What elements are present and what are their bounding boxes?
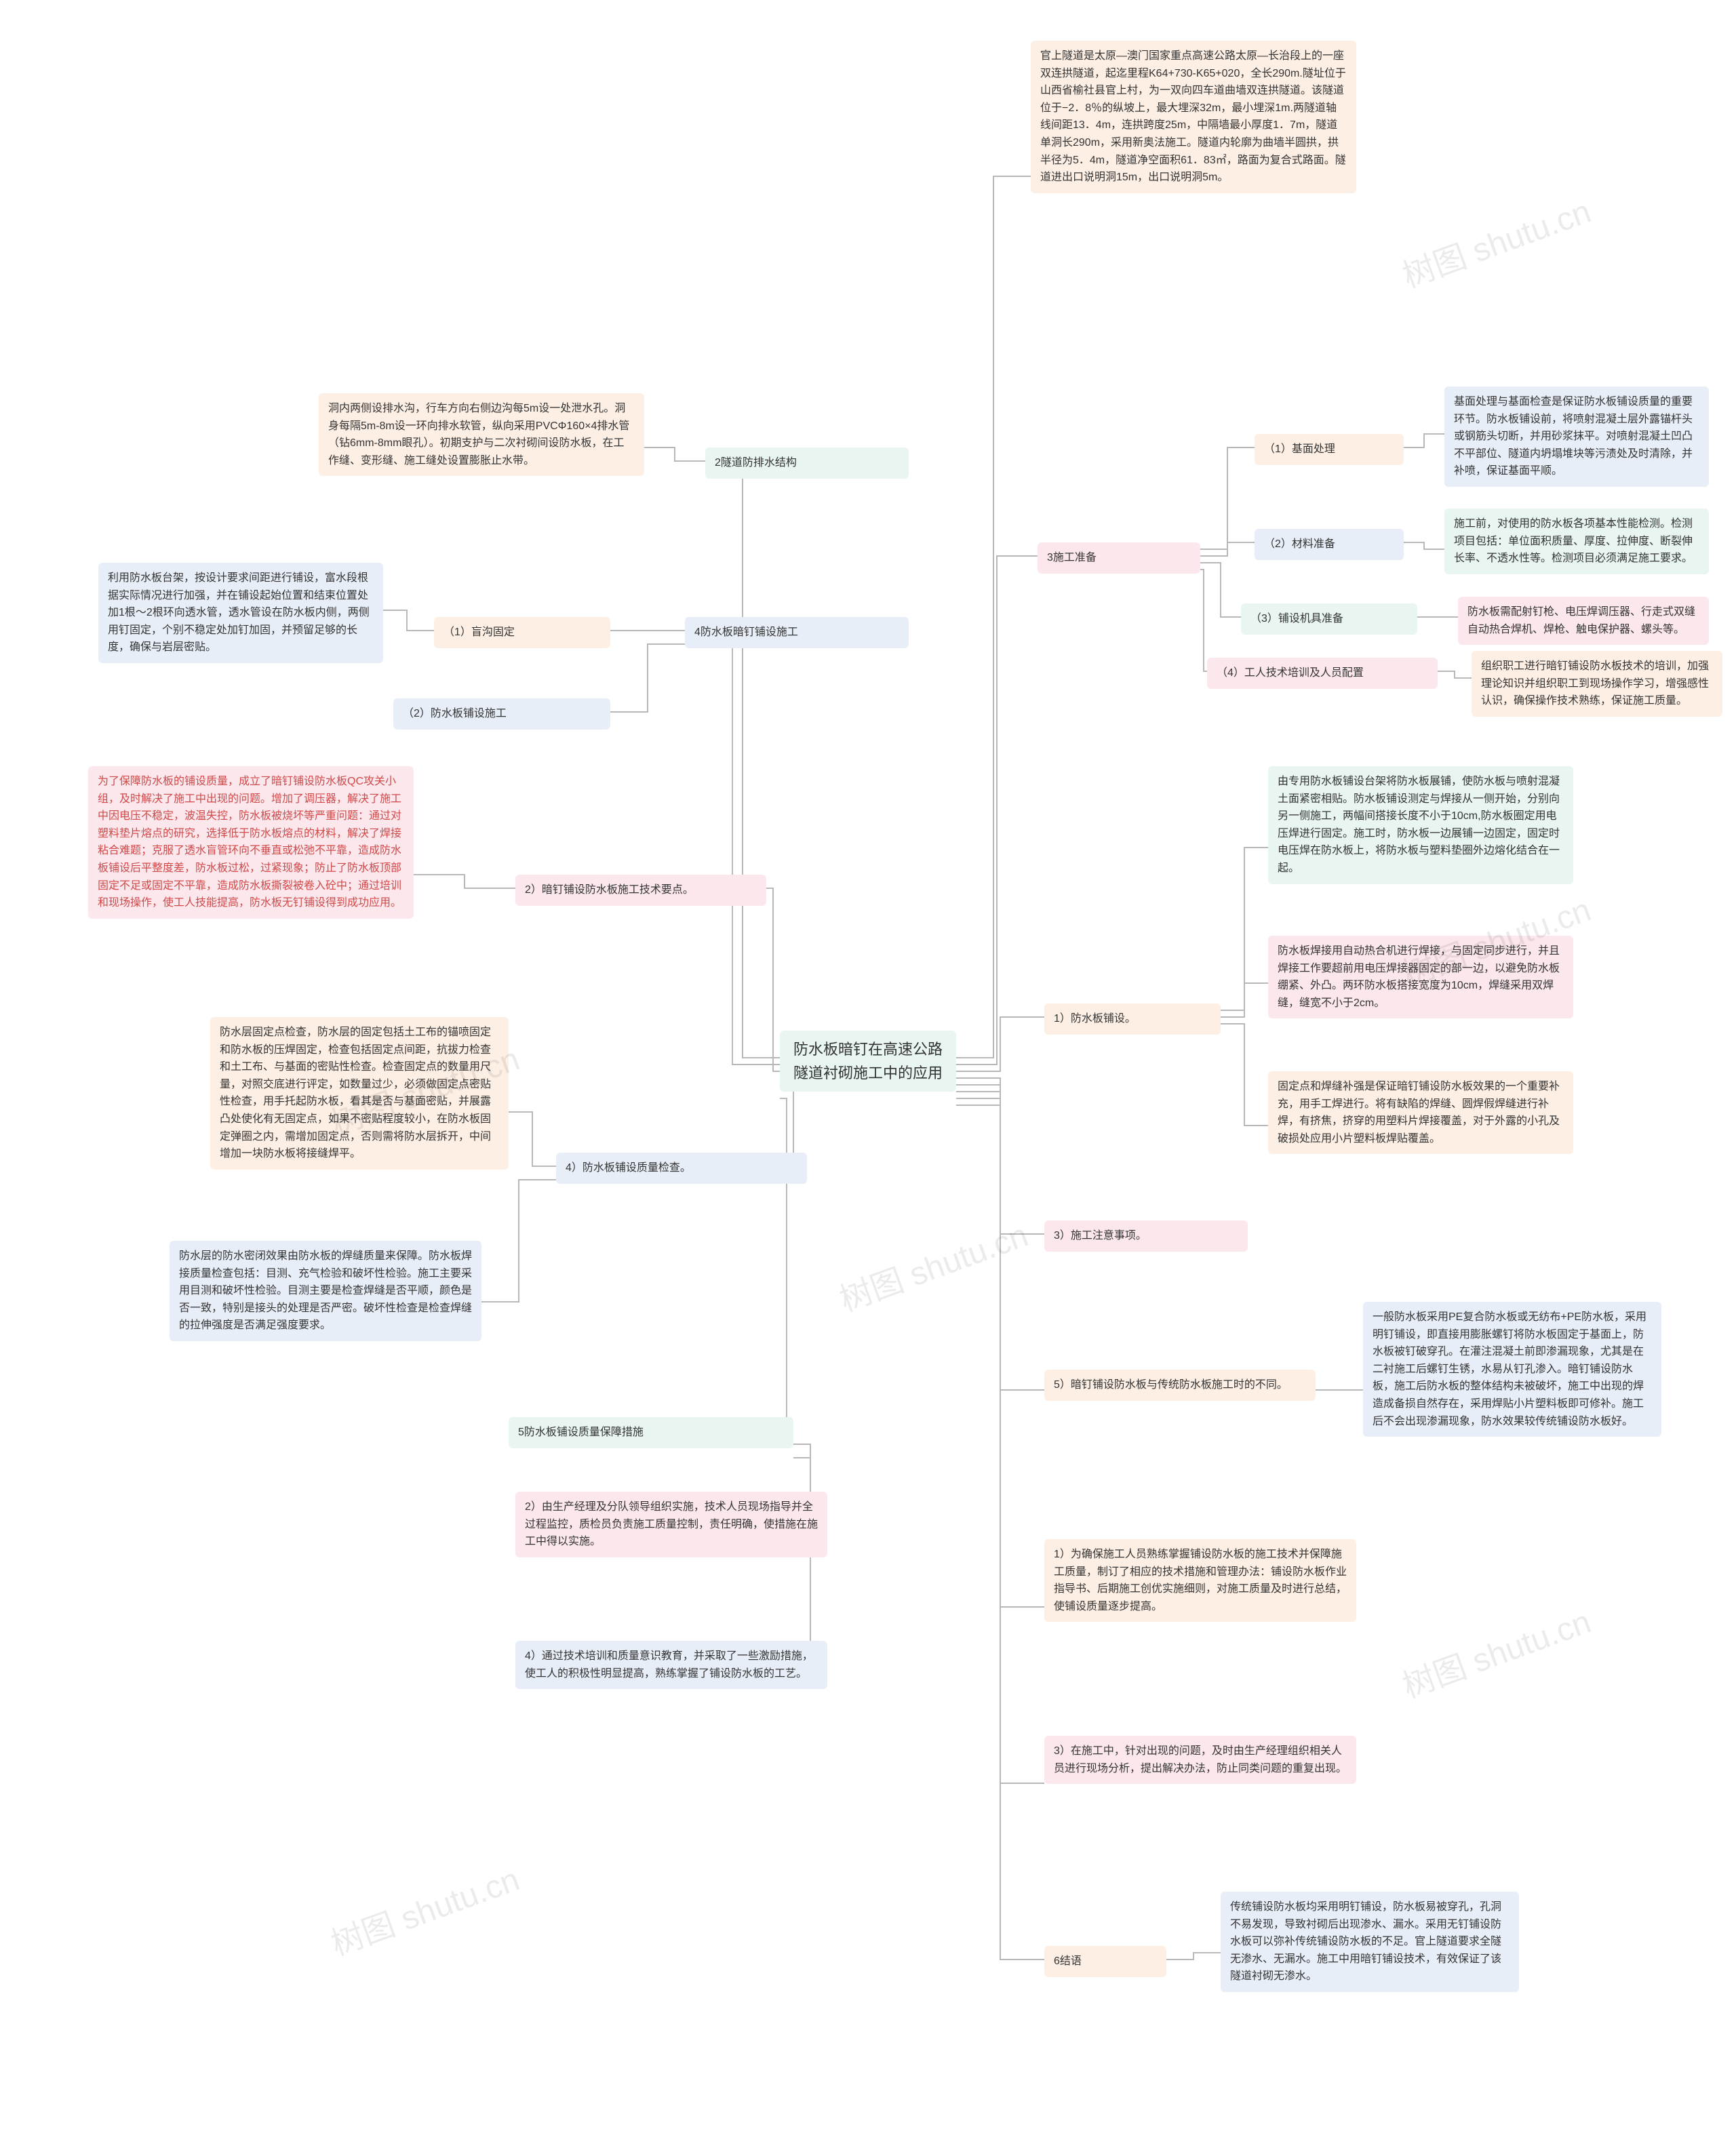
connector bbox=[956, 176, 1031, 1058]
connector bbox=[1221, 1024, 1268, 1126]
connector bbox=[1166, 1953, 1221, 1960]
node-b4_1: （1）盲沟固定 bbox=[434, 617, 610, 648]
connector bbox=[509, 1112, 556, 1166]
node-b3_4: （4）工人技术培训及人员配置 bbox=[1207, 658, 1438, 689]
node-b3_3: （3）铺设机具准备 bbox=[1241, 603, 1417, 635]
node-b5_4: 4）通过技术培训和质量意识教育，并采取了一些激励措施，使工人的积极性明显提高，熟… bbox=[515, 1641, 827, 1689]
node-b6_d: 传统铺设防水板均采用明钉铺设，防水板易被穿孔，孔洞不易发现，导致衬砌后出现渗水、… bbox=[1221, 1892, 1519, 1992]
connector bbox=[1200, 542, 1255, 556]
connector bbox=[1200, 447, 1255, 549]
connector bbox=[956, 1085, 1044, 1390]
node-r_m1: 1）为确保施工人员熟练掌握铺设防水板的施工技术并保障施工质量，制订了相应的技术措… bbox=[1044, 1539, 1356, 1622]
connector bbox=[956, 1098, 1044, 1783]
node-b4_1_detail: 利用防水板台架，按设计要求间距进行铺设，富水段根据实际情况进行加强，并在铺设起始… bbox=[98, 563, 383, 663]
node-b4chk_a: 防水层固定点检查，防水层的固定包括土工布的锚喷固定和防水板的压焊固定，检查包括固… bbox=[210, 1017, 509, 1170]
node-r3: 3）施工注意事项。 bbox=[1044, 1220, 1248, 1252]
connector bbox=[610, 644, 685, 712]
node-b4_2: （2）防水板铺设施工 bbox=[393, 698, 610, 730]
connector bbox=[956, 556, 1038, 1065]
watermark-5: 树图 shutu.cn bbox=[323, 1852, 525, 1964]
node-r1_b: 防水板焊接用自动热合机进行焊接，与固定同步进行，并且焊接工作要超前用电压焊接器固… bbox=[1268, 936, 1573, 1018]
node-b4: 4防水板暗钉铺设施工 bbox=[685, 617, 909, 648]
connector bbox=[1404, 542, 1444, 549]
node-b3_1_d: 基面处理与基面检查是保证防水板铺设质量的重要环节。防水板铺设前，将喷射混凝土层外… bbox=[1444, 386, 1709, 487]
node-r_m3: 3）在施工中，针对出现的问题，及时由生产经理组织相关人员进行现场分析，提出解决办… bbox=[1044, 1736, 1356, 1784]
connector bbox=[956, 1017, 1044, 1071]
watermark-0: 树图 shutu.cn bbox=[1395, 184, 1596, 296]
node-r5_d: 一般防水板采用PE复合防水板或无纺布+PE防水板，采用明钉铺设，即直接用膨胀螺钉… bbox=[1363, 1302, 1661, 1437]
connector bbox=[956, 1078, 1044, 1234]
node-b6: 6结语 bbox=[1044, 1946, 1166, 1977]
node-b5: 5防水板铺设质量保障措施 bbox=[509, 1417, 793, 1448]
connector bbox=[1404, 434, 1444, 447]
node-b2qc_detail: 为了保障防水板的铺设质量，成立了暗钉铺设防水板QC攻关小组，及时解决了施工中出现… bbox=[88, 766, 414, 919]
node-b3: 3施工准备 bbox=[1038, 542, 1200, 574]
connector bbox=[383, 610, 434, 631]
connector bbox=[644, 447, 705, 461]
node-r1: 1）防水板铺设。 bbox=[1044, 1003, 1221, 1035]
connector bbox=[1221, 848, 1268, 1010]
node-b3_2: （2）材料准备 bbox=[1255, 529, 1404, 560]
node-b5_2: 2）由生产经理及分队领导组织实施，技术人员现场指导并全过程监控，质检员负责施工质… bbox=[515, 1492, 827, 1557]
node-b2qc_label: 2）暗钉铺设防水板施工技术要点。 bbox=[515, 875, 766, 906]
node-b4chk_b: 防水层的防水密闭效果由防水板的焊缝质量来保障。防水板焊接质量检查包括：目测、充气… bbox=[170, 1241, 481, 1341]
connector bbox=[956, 1092, 1044, 1607]
node-r1_c: 固定点和焊缝补强是保证暗钉铺设防水板效果的一个重要补充，用手工焊进行。将有缺陷的… bbox=[1268, 1071, 1573, 1154]
connector bbox=[956, 1105, 1044, 1960]
connector bbox=[705, 461, 780, 1058]
watermark-4: 树图 shutu.cn bbox=[1395, 1595, 1596, 1707]
connector bbox=[1438, 671, 1472, 678]
node-b3_2_d: 施工前，对使用的防水板各项基本性能检测。检测项目包括：单位面积质量、厚度、拉伸度… bbox=[1444, 509, 1709, 574]
node-b2_detail: 洞内两侧设排水沟，行车方向右侧边沟每5m设一处泄水孔。洞身每隔5m-8m设一环向… bbox=[319, 393, 644, 476]
node-intro: 官上隧道是太原—澳门国家重点高速公路太原—长治段上的一座双连拱隧道，起迄里程K6… bbox=[1031, 41, 1356, 193]
connector bbox=[1200, 570, 1207, 671]
connector bbox=[780, 1098, 793, 1431]
connector bbox=[685, 631, 780, 1065]
connector bbox=[481, 1180, 556, 1302]
node-b4chk: 4）防水板铺设质量检查。 bbox=[556, 1153, 807, 1184]
connector bbox=[414, 875, 515, 888]
node-b3_4_d: 组织职工进行暗钉铺设防水板技术的培训，加强理论知识并组织职工到现场操作学习，增强… bbox=[1472, 651, 1722, 717]
center-node: 防水板暗钉在高速公路隧道衬砌施工中的应用 bbox=[780, 1031, 956, 1092]
node-b3_3_d: 防水板需配射钉枪、电压焊调压器、行走式双缝自动热合焊机、焊枪、触电保护器、螺头等… bbox=[1458, 597, 1709, 645]
node-b3_1: （1）基面处理 bbox=[1255, 434, 1404, 465]
connector bbox=[1200, 563, 1241, 617]
node-r1_a: 由专用防水板铺设台架将防水板展铺，使防水板与喷射混凝土面紧密相贴。防水板铺设测定… bbox=[1268, 766, 1573, 884]
connector bbox=[1221, 983, 1268, 1017]
watermark-2: 树图 shutu.cn bbox=[832, 1208, 1033, 1320]
node-b2: 2隧道防排水结构 bbox=[705, 447, 909, 479]
connector bbox=[766, 888, 780, 1071]
node-r5: 5）暗钉铺设防水板与传统防水板施工时的不同。 bbox=[1044, 1370, 1316, 1401]
